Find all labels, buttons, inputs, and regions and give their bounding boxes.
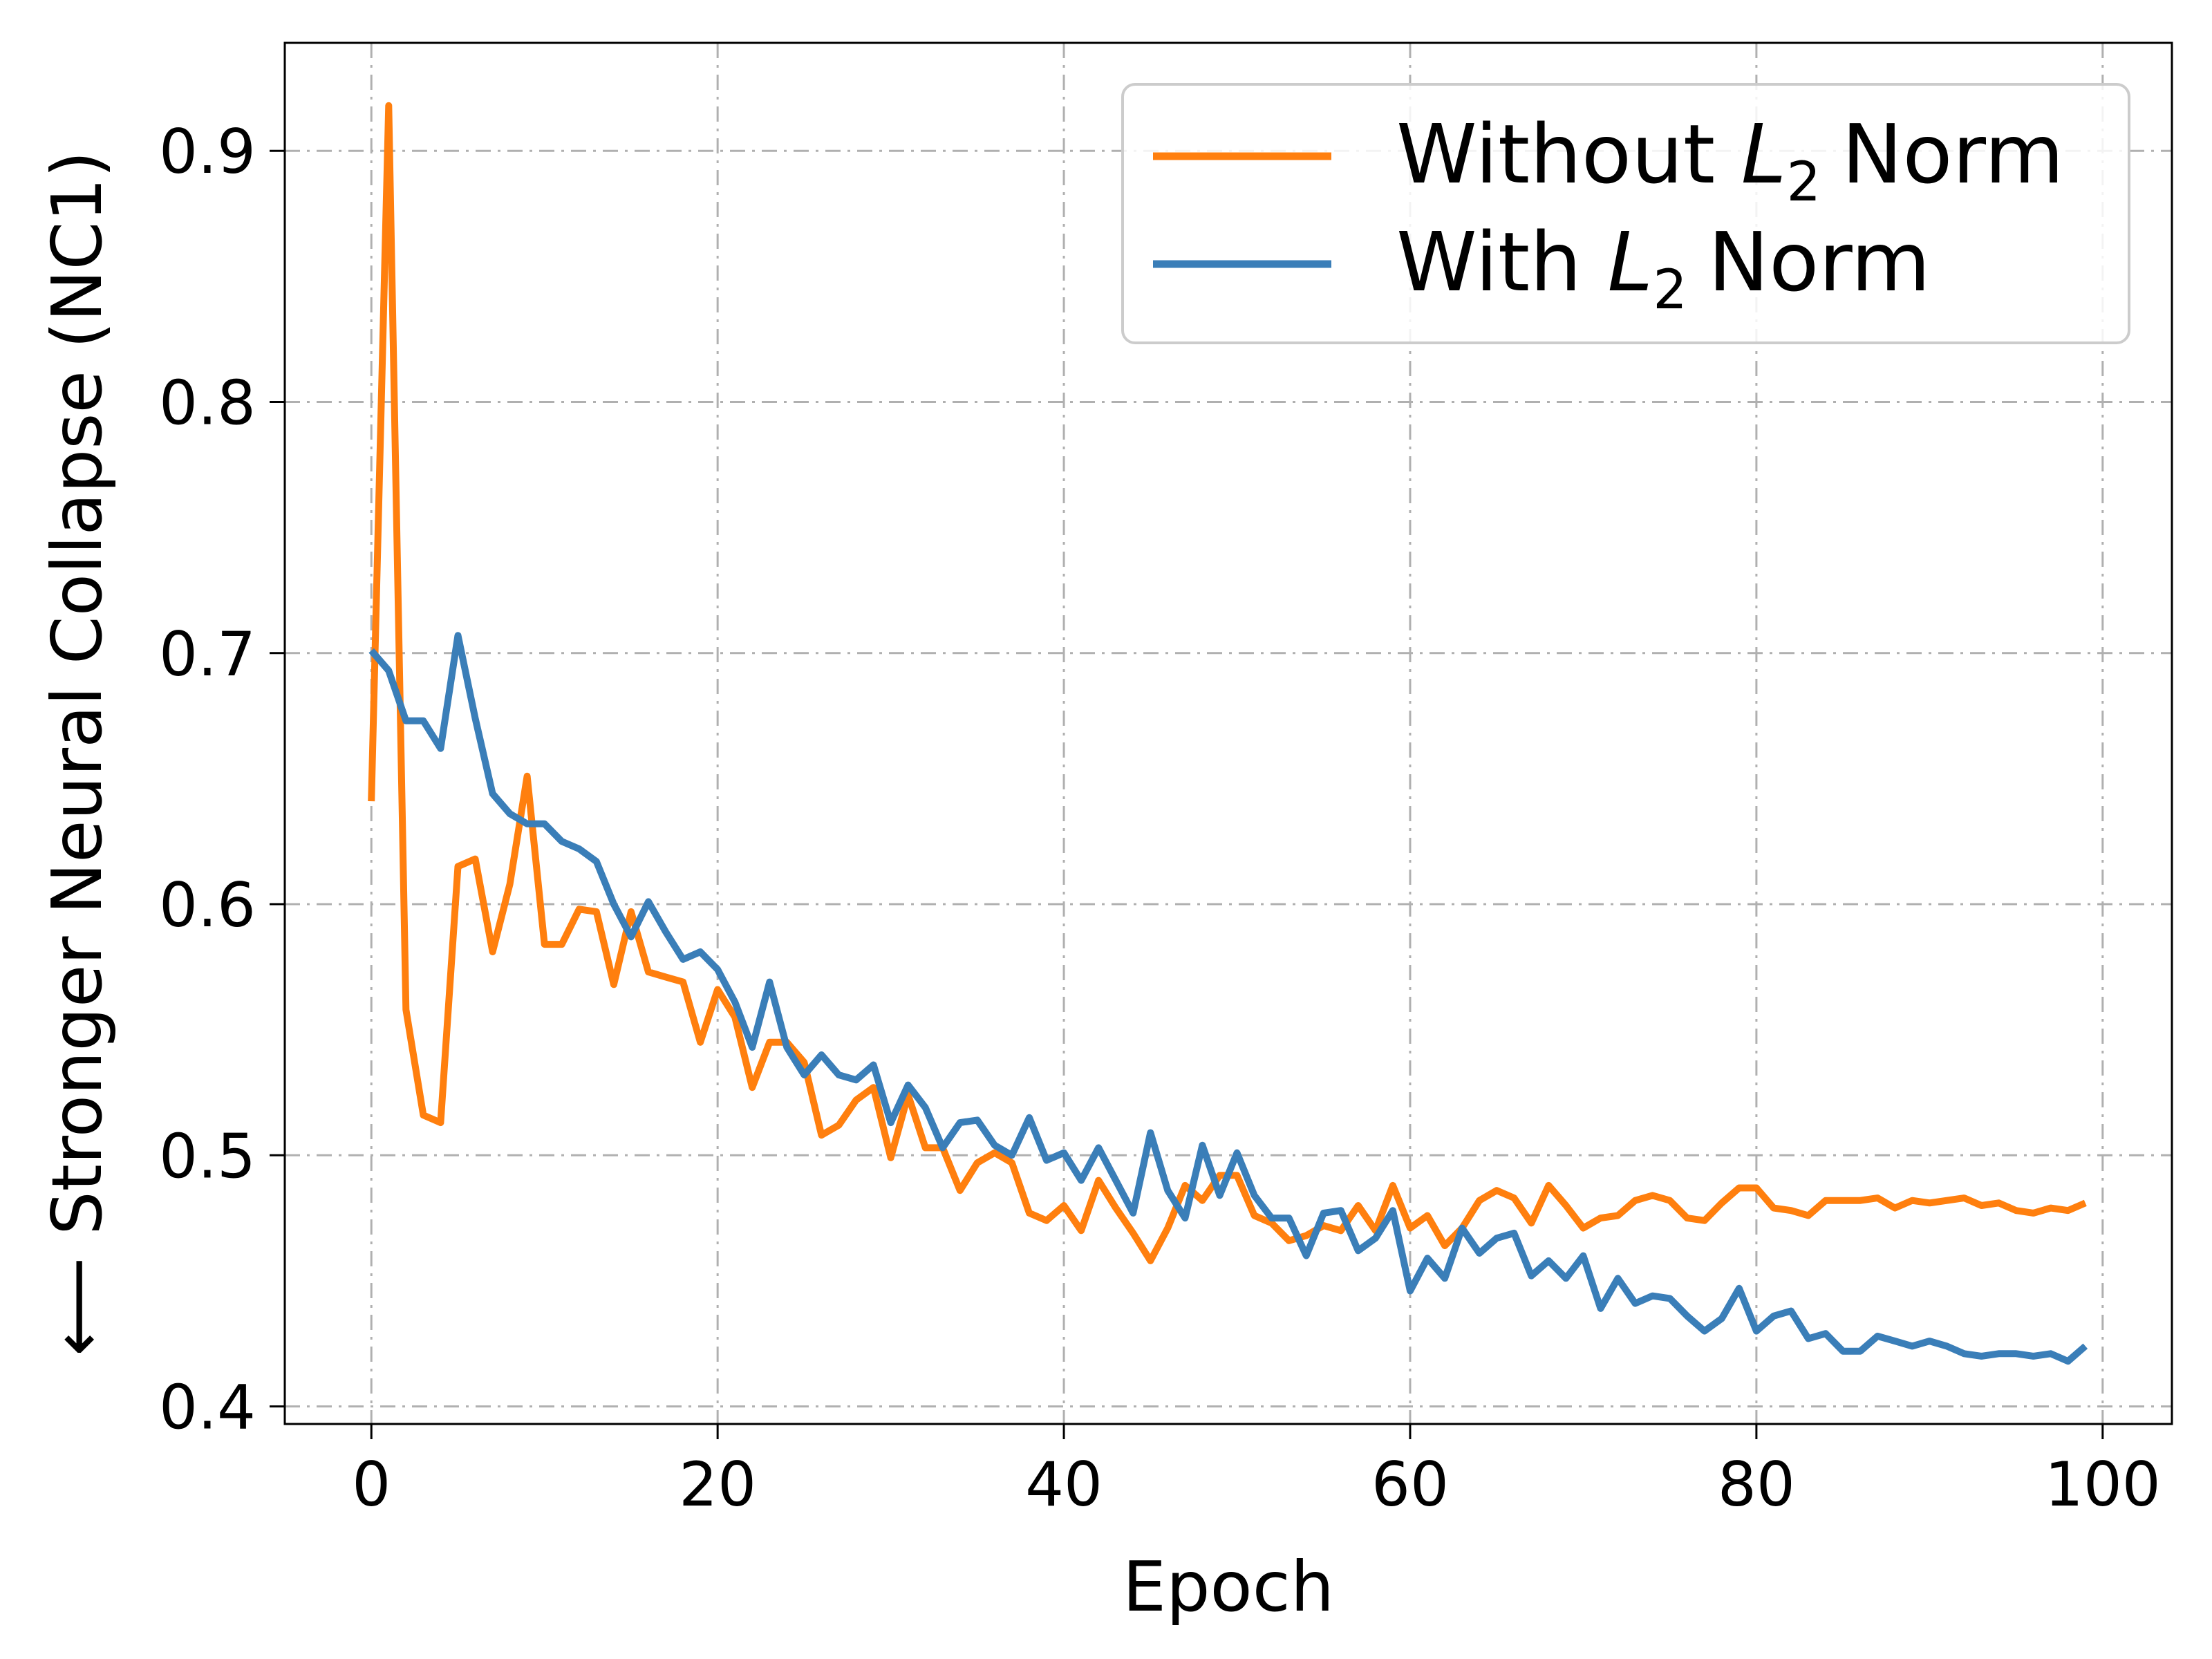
- y-tick-label: 0.8: [159, 367, 256, 438]
- x-axis-label: Epoch: [1123, 1546, 1334, 1627]
- legend-label-with: With L2 Norm: [1396, 214, 1931, 321]
- x-tick-label: 80: [1718, 1449, 1795, 1520]
- ticks: 0 20 40 60 80 100 0.4 0.5 0.6 0.7 0.8 0.9: [159, 116, 2161, 1520]
- x-tick-label: 60: [1371, 1449, 1449, 1520]
- y-tick-label: 0.6: [159, 870, 256, 941]
- x-tick-label: 20: [679, 1449, 756, 1520]
- legend-box: [1121, 83, 2130, 344]
- y-tick-label: 0.5: [159, 1121, 256, 1192]
- y-tick-label: 0.7: [159, 619, 256, 690]
- legend-math-without: L: [1741, 106, 1787, 202]
- legend-math-with: L: [1607, 214, 1653, 310]
- legend-sub-without: 2: [1786, 151, 1821, 214]
- legend-label-without: Without L2 Norm: [1396, 106, 2064, 214]
- legend-name-with: With: [1396, 214, 1582, 310]
- x-tick-label: 100: [2045, 1449, 2161, 1520]
- plot-frame: [283, 41, 2173, 1425]
- legend-sub-with: 2: [1653, 259, 1687, 321]
- legend: Without L2 Norm With L2 Norm: [1121, 83, 2130, 344]
- series-layer: [368, 102, 2088, 1365]
- legend-suffix-without: Norm: [1841, 106, 2064, 202]
- legend-suffix-with: Norm: [1708, 214, 1931, 310]
- y-tick-label: 0.9: [159, 116, 256, 187]
- x-tick-label: 0: [352, 1449, 391, 1520]
- series-line-with: [368, 632, 2088, 1365]
- x-tick-label: 40: [1025, 1449, 1103, 1520]
- y-axis-label: ⟵ Stronger Neural Collapse (NC1): [37, 151, 118, 1356]
- legend-name-without: Without: [1396, 106, 1715, 202]
- y-tick-label: 0.4: [159, 1372, 256, 1443]
